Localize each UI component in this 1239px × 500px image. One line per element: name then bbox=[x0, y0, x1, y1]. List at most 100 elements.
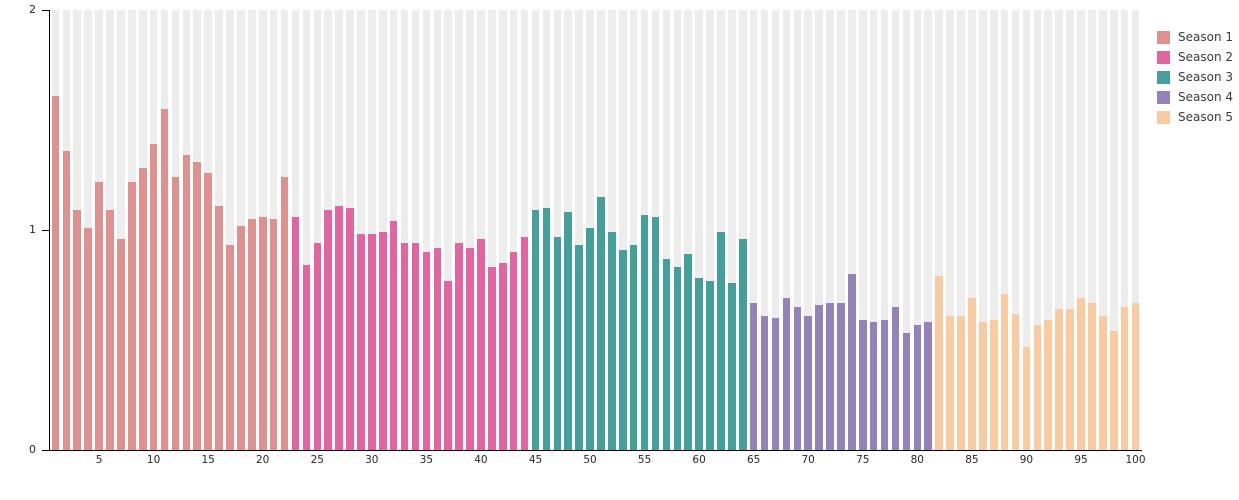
bar-season-1 bbox=[280, 177, 289, 450]
background-column bbox=[902, 10, 911, 450]
x-tick-label: 35 bbox=[419, 454, 434, 466]
bar-season-3 bbox=[597, 197, 605, 450]
x-tick-label: 80 bbox=[910, 454, 924, 466]
bar-season-1 bbox=[106, 210, 114, 450]
background-column bbox=[793, 10, 802, 450]
bar-season-5 bbox=[946, 315, 954, 450]
bar-season-3 bbox=[640, 214, 649, 450]
bar-season-2 bbox=[411, 243, 420, 450]
bar-season-3 bbox=[651, 216, 660, 450]
background-column bbox=[357, 10, 365, 450]
background-column bbox=[695, 10, 703, 450]
bar-season-2 bbox=[477, 238, 485, 450]
background-column bbox=[989, 10, 998, 450]
y-tick-mark bbox=[42, 230, 49, 231]
background-column bbox=[1120, 10, 1129, 450]
background-column bbox=[1077, 10, 1085, 450]
bar-season-4 bbox=[749, 302, 758, 450]
legend-label: Season 4 bbox=[1178, 90, 1234, 104]
bar-season-3 bbox=[586, 227, 594, 450]
bar-season-5 bbox=[1131, 302, 1140, 450]
background-column bbox=[1131, 10, 1140, 450]
background-column bbox=[946, 10, 954, 450]
bar-season-2 bbox=[368, 234, 376, 450]
bar-season-2 bbox=[509, 252, 518, 450]
background-column bbox=[477, 10, 485, 450]
bar-season-1 bbox=[193, 161, 202, 450]
background-column bbox=[455, 10, 463, 450]
background-column bbox=[804, 10, 813, 450]
bar-season-4 bbox=[848, 274, 856, 450]
y-tick-label: 0 bbox=[29, 443, 36, 456]
bar-season-3 bbox=[564, 212, 572, 450]
bar-season-1 bbox=[226, 245, 234, 450]
background-column bbox=[1033, 10, 1042, 450]
bar-season-1 bbox=[84, 227, 92, 450]
bar-season-4 bbox=[793, 307, 802, 450]
background-column bbox=[738, 10, 747, 450]
background-column bbox=[979, 10, 987, 450]
background-column bbox=[728, 10, 736, 450]
legend-swatch-icon bbox=[1157, 50, 1170, 64]
background-column bbox=[1044, 10, 1053, 450]
background-column bbox=[629, 10, 638, 450]
bar-season-1 bbox=[128, 181, 136, 450]
background-column bbox=[553, 10, 562, 450]
legend-swatch-icon bbox=[1157, 90, 1170, 104]
bar-season-5 bbox=[1000, 293, 1009, 450]
background-column bbox=[673, 10, 682, 450]
background-column bbox=[706, 10, 714, 450]
bar-season-5 bbox=[1109, 331, 1118, 450]
bar-season-5 bbox=[979, 322, 987, 450]
legend-item: Season 3 bbox=[1157, 67, 1233, 87]
background-column bbox=[1099, 10, 1107, 450]
bar-season-2 bbox=[422, 252, 431, 450]
bar-season-1 bbox=[182, 155, 191, 450]
bar-season-2 bbox=[313, 243, 322, 450]
bar-season-5 bbox=[989, 320, 998, 450]
x-tick-label: 50 bbox=[583, 454, 597, 466]
bar-season-2 bbox=[520, 236, 529, 450]
x-tick-label: 85 bbox=[965, 454, 979, 466]
bar-season-2 bbox=[400, 243, 409, 450]
background-column bbox=[368, 10, 376, 450]
background-column bbox=[509, 10, 518, 450]
bar-season-5 bbox=[1033, 324, 1042, 450]
background-column bbox=[913, 10, 922, 450]
x-tick-label: 70 bbox=[801, 454, 815, 466]
bar-season-1 bbox=[215, 205, 223, 450]
bar-season-2 bbox=[389, 221, 398, 450]
background-column bbox=[433, 10, 442, 450]
bar-season-3 bbox=[618, 249, 627, 450]
bar-season-4 bbox=[771, 318, 780, 450]
bar-season-2 bbox=[346, 208, 354, 450]
background-column bbox=[226, 10, 234, 450]
bar-season-5 bbox=[1044, 320, 1053, 450]
bar-season-3 bbox=[553, 236, 562, 450]
bar-season-5 bbox=[935, 276, 943, 450]
x-tick-label: 100 bbox=[1125, 454, 1146, 466]
background-column bbox=[618, 10, 627, 450]
background-column bbox=[1088, 10, 1096, 450]
background-column bbox=[1109, 10, 1118, 450]
bar-season-4 bbox=[902, 333, 911, 450]
background-column bbox=[378, 10, 387, 450]
bar-season-3 bbox=[608, 232, 616, 450]
legend-item: Season 5 bbox=[1157, 107, 1233, 127]
y-tick-label: 2 bbox=[29, 3, 36, 16]
bar-season-4 bbox=[804, 315, 813, 450]
background-column bbox=[466, 10, 474, 450]
bar-season-2 bbox=[455, 243, 463, 450]
x-tick-label: 65 bbox=[747, 454, 761, 466]
plot-area: 0 1 2 5 10 15 20 25 30 35 40 45 50 55 60 65 70 75 80 85 90 9… bbox=[29, 3, 1146, 466]
background-column bbox=[968, 10, 976, 450]
x-tick-label: 90 bbox=[1019, 454, 1034, 466]
background-column bbox=[117, 10, 125, 450]
bar-season-2 bbox=[488, 267, 496, 450]
background-column bbox=[608, 10, 616, 450]
legend-item: Season 1 bbox=[1157, 27, 1233, 47]
x-tick-label: 25 bbox=[310, 454, 324, 466]
x-tick-label: 5 bbox=[95, 454, 103, 466]
bar-season-4 bbox=[913, 324, 922, 450]
